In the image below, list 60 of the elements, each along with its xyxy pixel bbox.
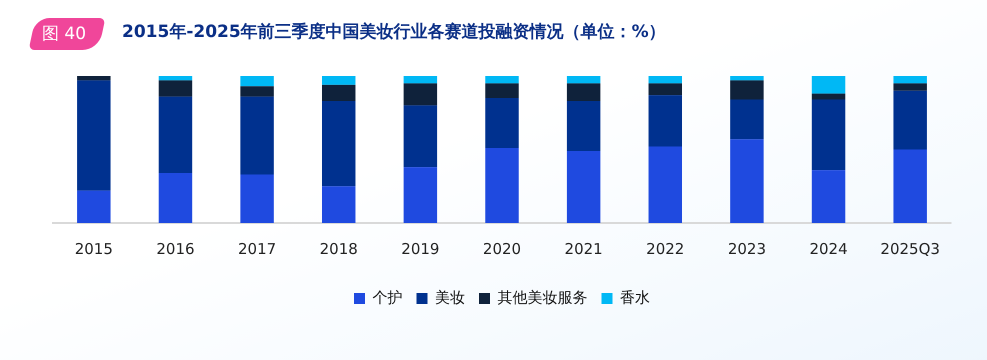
bar: [158, 173, 192, 223]
x-tick-label: 2015: [74, 240, 113, 258]
x-tick-label: 2021: [564, 240, 603, 258]
x-tick-label: 2019: [401, 240, 440, 258]
bar: [404, 105, 438, 168]
bar: [566, 100, 600, 151]
x-tick-label: 2022: [646, 240, 684, 258]
x-tick-label: 2018: [320, 240, 358, 258]
bar: [730, 139, 764, 223]
bar: [893, 150, 927, 223]
bar: [485, 98, 519, 148]
bar: [730, 76, 764, 80]
bar: [77, 80, 111, 191]
bar: [566, 150, 600, 223]
bar: [322, 100, 356, 186]
bar: [812, 94, 846, 100]
chart-title: 2015年-2025年前三季度中国美妆行业各赛道投融资情况（单位：%）: [122, 21, 666, 43]
x-tick-label: 2016: [156, 240, 195, 258]
bar: [893, 90, 927, 150]
bar: [322, 84, 356, 101]
caption: 图 40: [42, 23, 86, 45]
bar: [404, 167, 438, 223]
legend-label: 其他美妆服务: [498, 288, 588, 306]
x-tick-label: 2024: [809, 240, 848, 258]
bar: [77, 76, 111, 80]
bar: [893, 76, 927, 84]
bar: [158, 80, 192, 97]
bar: [77, 190, 111, 223]
bar: [648, 95, 682, 147]
bar: [566, 83, 600, 101]
legend-label: 美妆: [435, 288, 465, 306]
bar: [240, 96, 274, 174]
legend-label: 个护: [372, 288, 402, 306]
bar: [404, 76, 438, 84]
bar: [730, 80, 764, 100]
bar: [158, 96, 192, 174]
bar: [648, 76, 682, 84]
x-tick-label: 2023: [728, 240, 766, 258]
bar: [812, 170, 846, 223]
bar: [158, 76, 192, 80]
bar: [322, 76, 356, 85]
bar: [485, 83, 519, 98]
x-tick-label: 2020: [482, 240, 522, 258]
bar: [566, 76, 600, 84]
bar: [812, 100, 846, 170]
x-tick-label: 2017: [238, 240, 276, 258]
bar: [648, 146, 682, 223]
bar: [893, 83, 927, 91]
bar: [485, 148, 519, 223]
bar: [404, 83, 438, 106]
bar: [240, 76, 274, 86]
x-tick-label: 2025Q3: [880, 240, 940, 258]
bar: [322, 186, 356, 223]
bar: [240, 174, 274, 223]
bar: [240, 86, 274, 97]
bar: [485, 76, 519, 84]
bar: [730, 100, 764, 140]
bar: [648, 83, 682, 96]
bar: [812, 76, 846, 94]
legend-label: 香水: [620, 288, 650, 306]
